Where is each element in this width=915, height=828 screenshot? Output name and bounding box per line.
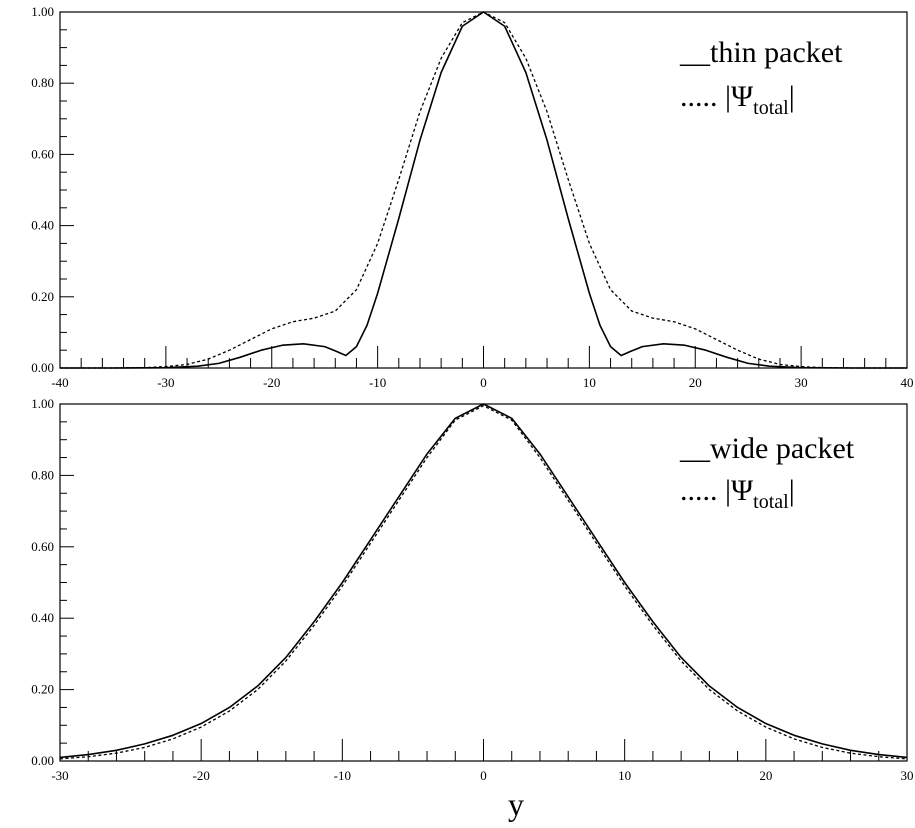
x-tick-label: 0 [480, 375, 487, 390]
ticks [59, 403, 908, 762]
thin-packet-panel: 0.00 0.20 0.40 0.60 0.80 1.00 -40 -30 -20 -10 0 10 2… [31, 4, 913, 390]
series-layer [59, 403, 908, 760]
x-tick-label: -30 [51, 768, 68, 783]
legend: __wide packet ..... |Ψtotal| [679, 432, 855, 513]
solid-series-line [59, 403, 908, 759]
y-tick-label: 0.60 [31, 539, 54, 554]
legend-entry-solid: __wide packet [679, 432, 855, 465]
x-tick-label: -40 [51, 375, 68, 390]
x-tick-label: 40 [901, 375, 914, 390]
y-tick-label: 0.60 [31, 146, 54, 161]
y-tick-label: 0.00 [31, 753, 54, 768]
legend-entry-dotted: ..... |Ψtotal| [680, 80, 795, 119]
y-tick-label: 1.00 [31, 4, 54, 19]
y-tick-label: 1.00 [31, 396, 54, 411]
y-tick-label: 0.40 [31, 218, 54, 233]
wide-packet-panel: 0.00 0.20 0.40 0.60 0.80 1.00 -30 -20 -10 0 10 20 30… [31, 396, 913, 822]
x-tick-label: -30 [157, 375, 174, 390]
x-axis-label: y [508, 786, 524, 822]
y-tick-label: 0.80 [31, 75, 54, 90]
x-tick-label: 0 [480, 768, 487, 783]
x-tick-label: -10 [369, 375, 386, 390]
legend-entry-solid: __thin packet [679, 36, 843, 69]
y-tick-label: 0.40 [31, 610, 54, 625]
x-tick-label: -20 [263, 375, 280, 390]
x-tick-label: 10 [618, 768, 631, 783]
x-tick-label: 10 [583, 375, 596, 390]
legend-entry-dotted: ..... |Ψtotal| [680, 474, 795, 513]
y-tick-label: 0.20 [31, 289, 54, 304]
dotted-series-line [59, 405, 908, 760]
x-tick-label: 20 [689, 375, 702, 390]
y-tick-label: 0.00 [31, 360, 54, 375]
x-tick-label: 30 [901, 768, 914, 783]
axis-labels: 0.00 0.20 0.40 0.60 0.80 1.00 -40 -30 -20 -10 0 10 2… [31, 4, 913, 390]
x-tick-label: -10 [334, 768, 351, 783]
x-tick-label: -20 [192, 768, 209, 783]
ticks [59, 11, 908, 369]
series-layer [60, 11, 907, 369]
x-tick-label: 20 [759, 768, 772, 783]
y-tick-label: 0.80 [31, 467, 54, 482]
x-tick-label: 30 [795, 375, 808, 390]
dotted-series-line [60, 11, 907, 369]
y-tick-label: 0.20 [31, 682, 54, 697]
axis-labels: 0.00 0.20 0.40 0.60 0.80 1.00 -30 -20 -10 0 10 20 30 [31, 396, 913, 783]
legend: __thin packet ..... |Ψtotal| [679, 36, 843, 119]
